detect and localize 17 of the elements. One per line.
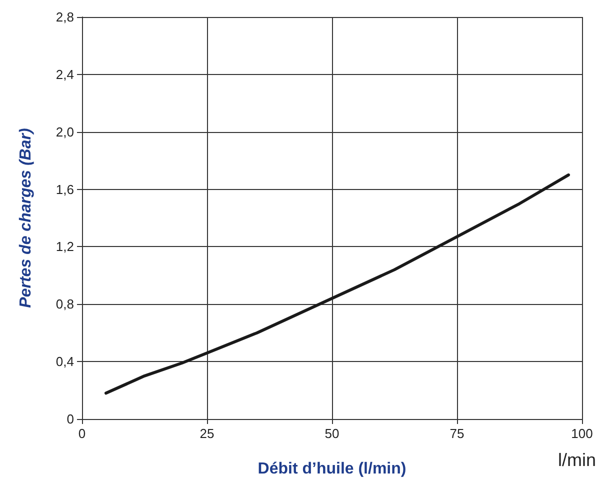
x-tick-label: 75 — [450, 426, 464, 441]
y-tick-label: 0,4 — [56, 354, 74, 370]
x-axis-title: Débit d’huile (l/min) — [258, 460, 406, 478]
x-tick-label: 100 — [571, 426, 593, 441]
x-tick-label: 50 — [324, 426, 340, 441]
y-tick-label: 2,4 — [56, 66, 74, 82]
y-axis-title: Pertes de charges (Bar) — [18, 128, 34, 308]
x-tick-label: 0 — [78, 426, 86, 441]
y-tick-label: 0,8 — [56, 296, 74, 312]
y-tick-label: 2,0 — [56, 124, 74, 140]
y-tick-label: 0 — [66, 412, 74, 426]
y-tick-label: 2,8 — [56, 10, 74, 24]
x-tick-label: 25 — [200, 426, 214, 441]
text: l/min — [558, 450, 596, 470]
line-series — [104, 173, 570, 395]
y-tick-label: 1,2 — [56, 239, 74, 254]
y-tick-label: 1,6 — [56, 182, 74, 197]
